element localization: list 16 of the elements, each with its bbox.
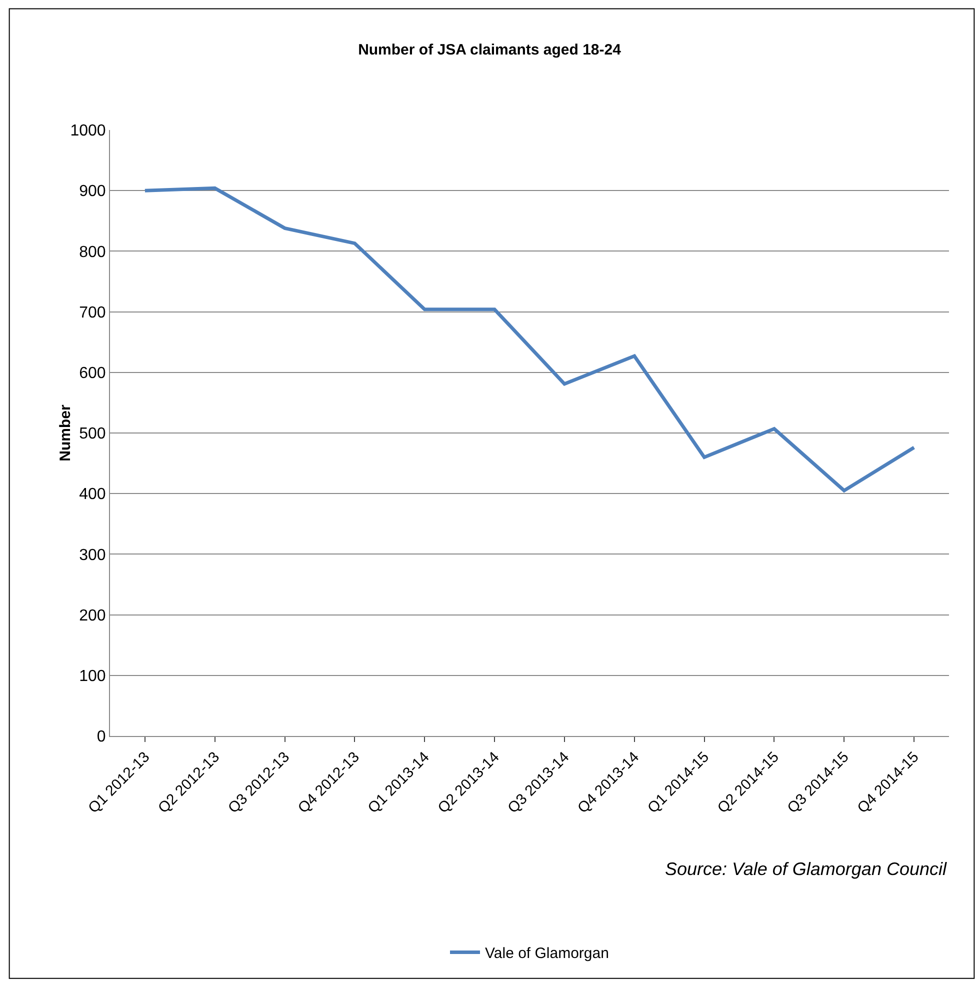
line-series — [143, 186, 916, 492]
y-tick-label: 200 — [79, 607, 106, 624]
source-note: Source: Vale of Glamorgan Council — [665, 859, 948, 879]
y-tick-label: 1000 — [70, 122, 106, 140]
y-tick-label: 900 — [79, 183, 106, 200]
y-tick-label: 400 — [79, 486, 106, 504]
y-axis-title: Number — [57, 404, 74, 462]
chart-title: Number of JSA claimants aged 18-24 — [358, 42, 622, 59]
legend-label: Vale of Glamorgan — [485, 945, 609, 962]
y-tick-label: 300 — [79, 546, 106, 564]
y-tick-label: 600 — [79, 365, 106, 382]
y-tick-label: 100 — [79, 668, 106, 685]
y-tick-label: 0 — [96, 728, 106, 746]
y-tick-label: 800 — [79, 244, 106, 261]
y-tick-label: 500 — [79, 426, 106, 443]
y-tick-label: 700 — [79, 304, 106, 322]
